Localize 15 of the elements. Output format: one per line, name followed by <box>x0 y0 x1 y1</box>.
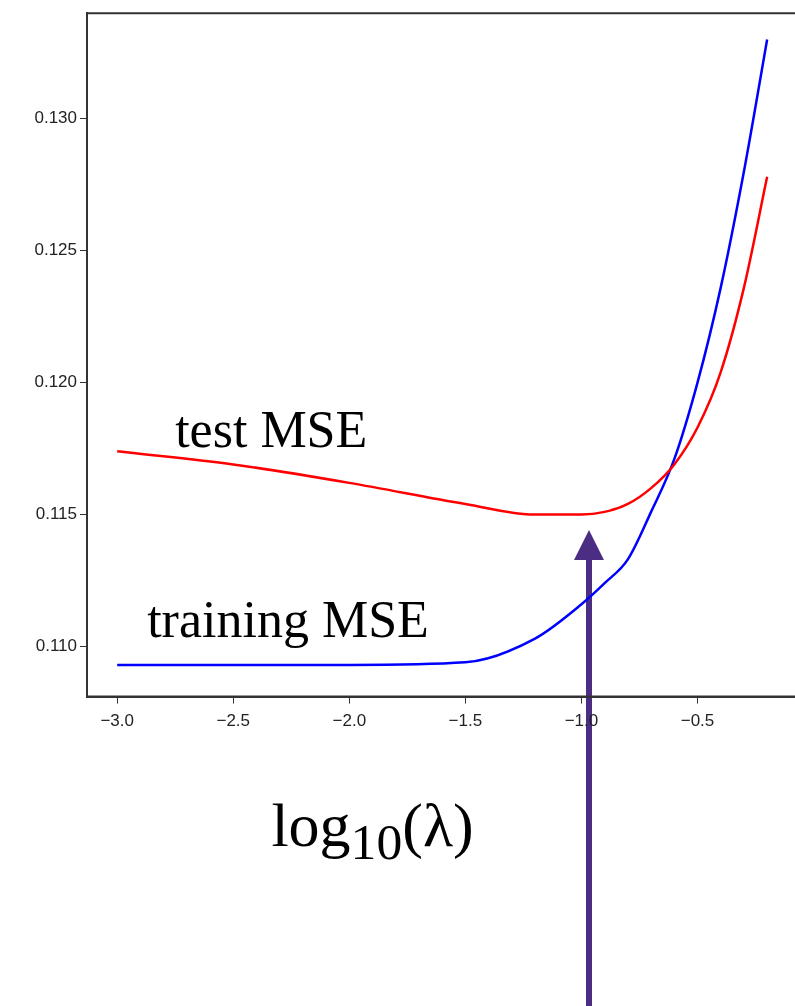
x-tick-label: −2.0 <box>332 711 367 731</box>
x-axis-title: log$_{10}$(λ) <box>270 790 475 872</box>
y-tick-label: 0.130 <box>34 108 77 128</box>
series-label: training MSE <box>147 590 429 648</box>
series-label: test MSE <box>175 401 368 459</box>
line-series <box>115 175 769 516</box>
y-tick-label: 0.115 <box>35 504 77 524</box>
y-tick-label: 0.110 <box>35 636 77 656</box>
x-tick-label: −1.5 <box>448 711 483 731</box>
x-tick-label: −2.5 <box>216 711 251 731</box>
line-series <box>115 38 769 667</box>
x-tick-label: −3.0 <box>100 711 134 731</box>
y-tick-label: 0.125 <box>34 240 77 260</box>
x-tick-label: −0.5 <box>680 711 715 731</box>
y-tick-label: 0.120 <box>34 372 77 392</box>
